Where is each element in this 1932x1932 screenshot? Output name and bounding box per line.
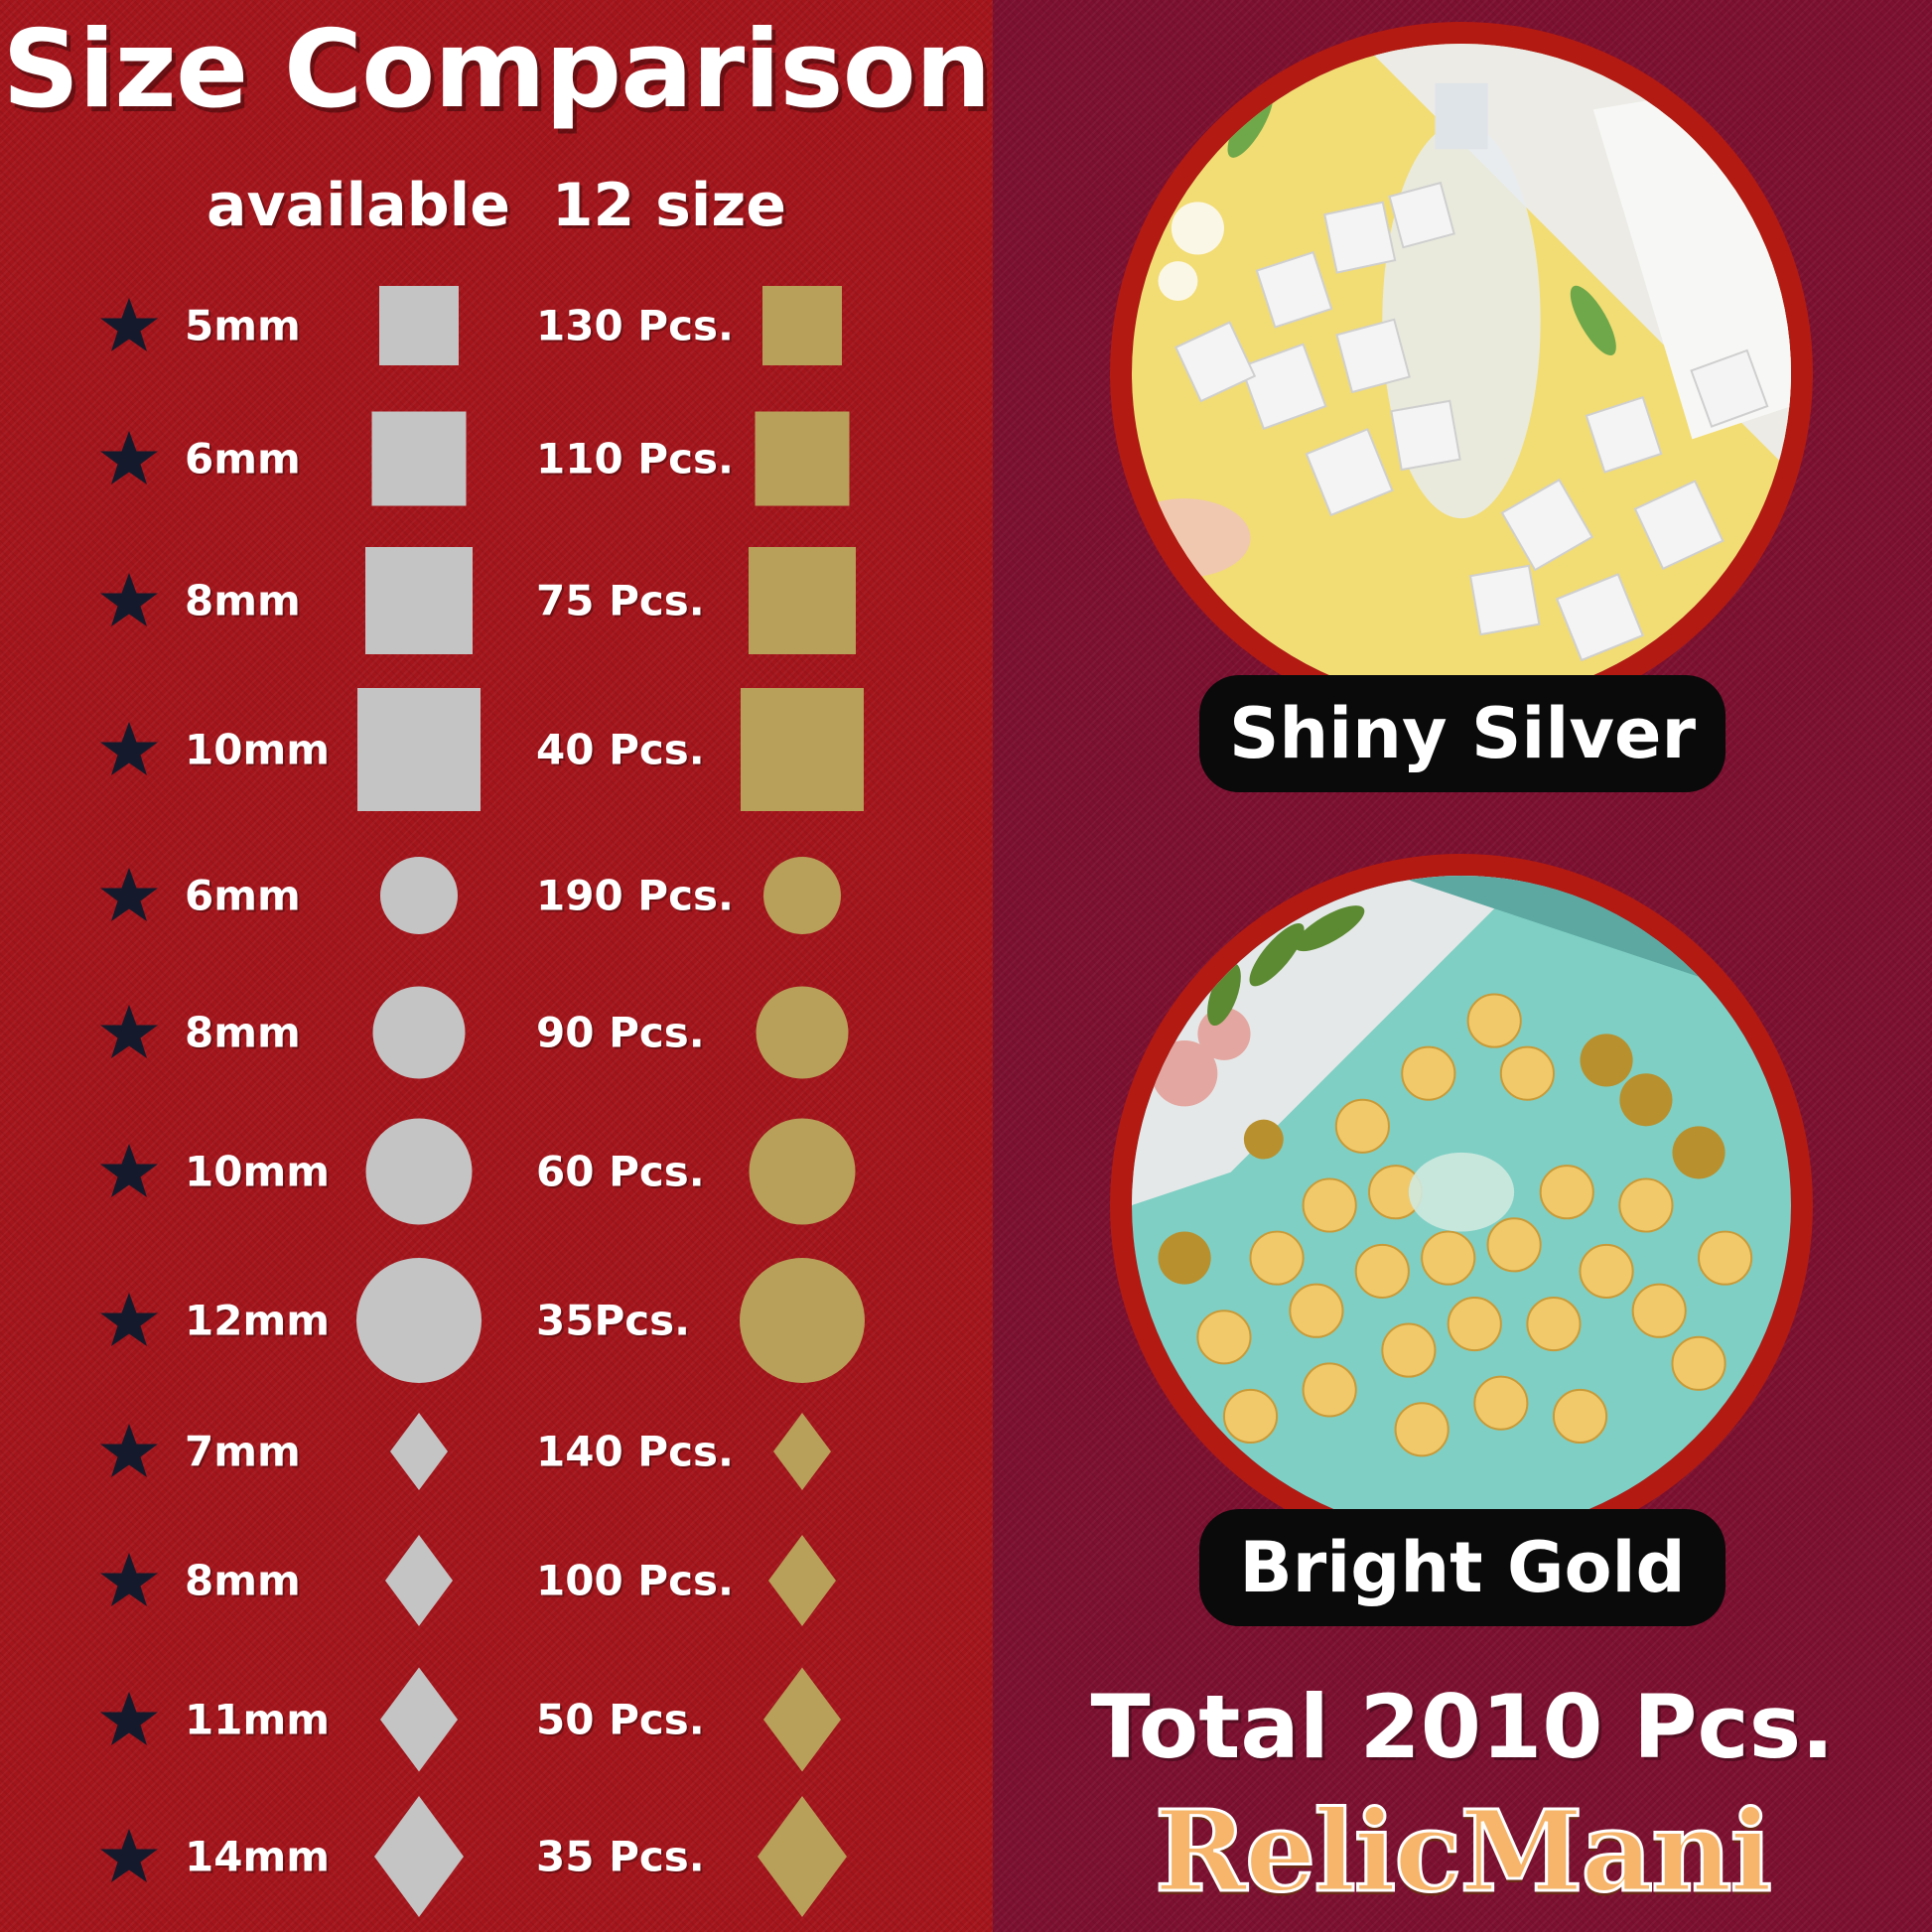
star-icon — [97, 1001, 161, 1064]
silver-label: Shiny Silver — [1199, 675, 1725, 792]
piece-count-label: 90 Pcs. — [536, 1008, 705, 1057]
star-icon — [97, 1825, 161, 1888]
piece-count-label: 190 Pcs. — [536, 871, 734, 920]
size-row: 10mm 60 Pcs. — [0, 1118, 993, 1225]
size-row: 5mm 130 Pcs. — [0, 286, 993, 365]
star-icon — [97, 569, 161, 632]
gold-square-swatch — [741, 688, 864, 811]
size-row: 8mm 75 Pcs. — [0, 547, 993, 654]
size-label: 10mm — [185, 725, 330, 774]
star-icon — [97, 1688, 161, 1751]
silver-circle-swatch — [380, 857, 458, 934]
star-icon — [97, 1289, 161, 1352]
size-label: 14mm — [185, 1832, 330, 1881]
size-label: 6mm — [185, 434, 301, 483]
size-row: 11mm 50 Pcs. — [0, 1667, 993, 1772]
silver-photo-illustration — [1132, 44, 1791, 703]
silver-circle-swatch — [356, 1258, 482, 1383]
star-icon — [97, 718, 161, 781]
piece-count-label: 100 Pcs. — [536, 1556, 734, 1605]
silver-square-swatch — [357, 688, 481, 811]
brand-logo: RelicMani — [1153, 1786, 1773, 1919]
size-label: 11mm — [185, 1695, 330, 1744]
piece-count-label: 110 Pcs. — [536, 434, 734, 483]
gold-label: Bright Gold — [1199, 1509, 1725, 1626]
gold-circle-swatch — [740, 1258, 865, 1383]
size-label: 6mm — [185, 871, 301, 920]
star-icon — [97, 1420, 161, 1483]
star-icon — [97, 864, 161, 927]
size-label: 5mm — [185, 301, 301, 350]
star-icon — [97, 294, 161, 357]
piece-count-label: 60 Pcs. — [536, 1147, 705, 1196]
gold-square-swatch — [749, 547, 856, 654]
gold-circle-swatch — [749, 1118, 856, 1225]
size-label: 8mm — [185, 576, 301, 625]
gold-circle-swatch — [756, 986, 849, 1079]
size-label: 8mm — [185, 1008, 301, 1057]
gold-circle-swatch — [763, 857, 841, 934]
size-row: 12mm 35Pcs. — [0, 1258, 993, 1383]
silver-square-swatch — [365, 547, 473, 654]
size-row: 10mm 40 Pcs. — [0, 688, 993, 811]
page-title: Size Comparison — [2, 8, 991, 132]
silver-square-swatch — [371, 411, 467, 506]
size-row: 8mm 100 Pcs. — [0, 1535, 993, 1626]
star-icon — [97, 1549, 161, 1612]
star-icon — [97, 427, 161, 490]
size-label: 8mm — [185, 1556, 301, 1605]
piece-count-label: 35Pcs. — [536, 1296, 691, 1345]
piece-count-label: 40 Pcs. — [536, 725, 705, 774]
size-chart-panel — [0, 0, 993, 1932]
size-row: 14mm 35 Pcs. — [0, 1796, 993, 1917]
size-label: 12mm — [185, 1296, 330, 1345]
size-label: 10mm — [185, 1147, 330, 1196]
size-row: 6mm 110 Pcs. — [0, 411, 993, 506]
silver-mirrors-photo — [1110, 22, 1813, 725]
silver-square-swatch — [379, 286, 459, 365]
piece-count-label: 35 Pcs. — [536, 1832, 705, 1881]
piece-count-label: 130 Pcs. — [536, 301, 734, 350]
size-row: 8mm 90 Pcs. — [0, 986, 993, 1079]
silver-circle-swatch — [365, 1118, 473, 1225]
size-row: 6mm 190 Pcs. — [0, 857, 993, 934]
piece-count-label: 75 Pcs. — [536, 576, 705, 625]
gold-photo-illustration — [1132, 876, 1791, 1535]
silver-circle-swatch — [372, 986, 466, 1079]
gold-square-swatch — [762, 286, 842, 365]
size-row: 7mm 140 Pcs. — [0, 1413, 993, 1490]
star-icon — [97, 1140, 161, 1203]
total-count: Total 2010 Pcs. — [1090, 1676, 1835, 1778]
gold-square-swatch — [755, 411, 850, 506]
size-label: 7mm — [185, 1427, 301, 1476]
piece-count-label: 140 Pcs. — [536, 1427, 734, 1476]
gold-mirrors-photo — [1110, 854, 1813, 1557]
page-subtitle: available 12 size — [207, 171, 786, 240]
piece-count-label: 50 Pcs. — [536, 1695, 705, 1744]
